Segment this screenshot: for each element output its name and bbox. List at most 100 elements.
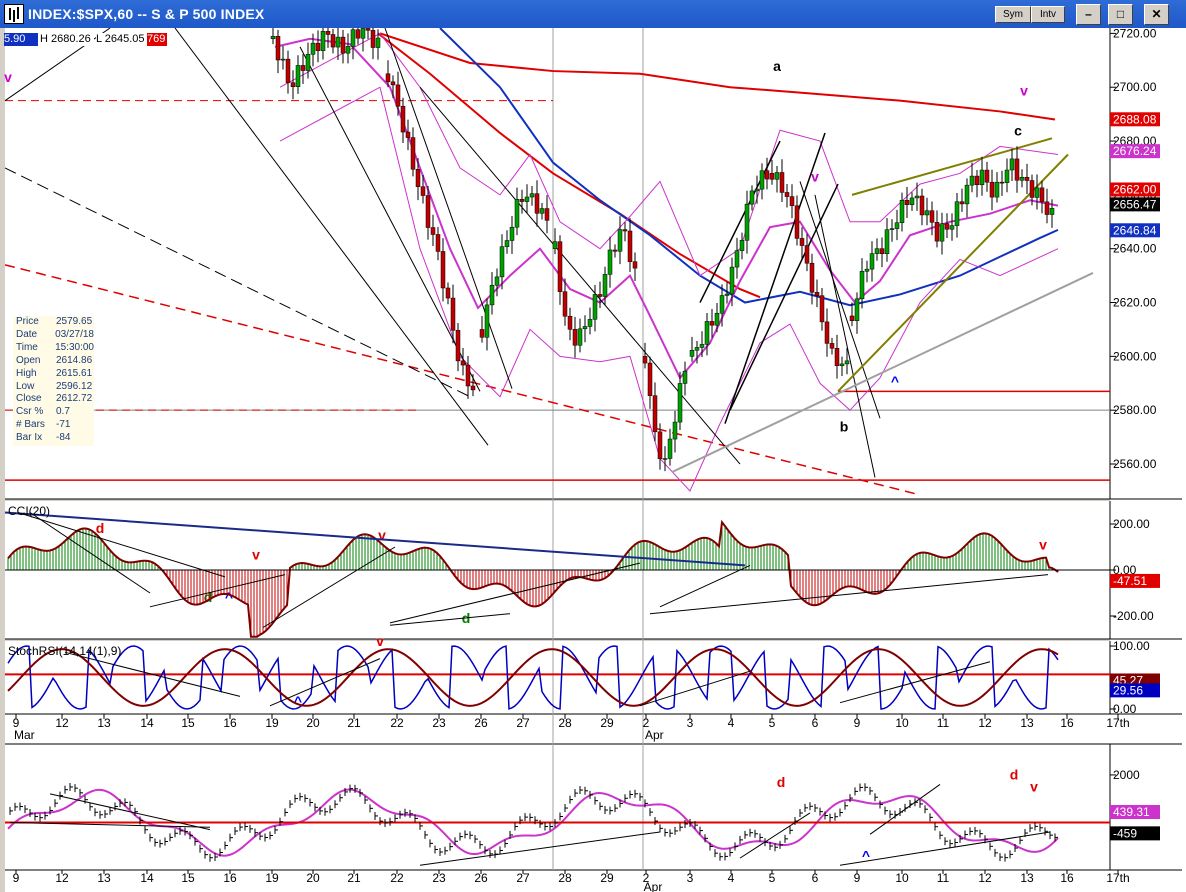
symbol-button[interactable]: Sym [995,6,1031,23]
candle-body [1034,187,1040,198]
candle-body [704,321,710,345]
panel-background [5,744,1110,870]
data-value: 15:30:00 [55,341,94,353]
data-label: Csr % [16,406,44,418]
stochrsi-trendline [639,670,751,707]
candle-body [415,169,421,187]
candle-body [729,266,735,295]
candle-body [914,195,920,199]
x-tick-label-bottom: 5 [769,871,776,885]
value-tag-label: 2676.24 [1113,144,1157,158]
x-tick-label-bottom: 12 [55,871,69,885]
cci-trendline [17,512,226,578]
candle-body [430,227,436,235]
x-tick-label: 19 [265,716,279,730]
restore-button[interactable]: □ [1108,4,1133,25]
candle-body [622,229,628,232]
candle-body [764,170,770,180]
candle-body [455,330,461,362]
candle-body [647,362,653,396]
candle-body [814,292,820,296]
data-value: 2596.12 [56,380,93,392]
candle-body [969,175,975,186]
candle-body [754,188,760,192]
indicator-trendline [839,831,1051,866]
x-tick-label-bottom: 16 [223,871,237,885]
candle-body [310,42,316,55]
candle-body [315,42,321,51]
stochrsi-slow-line [7,648,1059,707]
value-tag [1110,826,1160,841]
value-tag [1110,683,1160,698]
data-label: Close [16,393,42,405]
candle-body [1049,208,1055,215]
close-button[interactable]: ✕ [1144,4,1169,25]
title-bar[interactable]: INDEX:$SPX,60 -- S & P 500 INDEX Sym Int… [0,0,1186,28]
candle-body [305,54,311,71]
indicator-trendline [869,784,941,835]
candle-body [460,360,466,366]
value-tag-label: 2646.84 [1113,223,1157,237]
chart-canvas[interactable]: 2720.002700.002680.002660.002640.002620.… [0,28,1186,892]
wave-annotation: v [1030,779,1038,795]
wave-annotation: d [204,589,213,605]
long-uptrend-line [671,272,1094,473]
cci-trendline [659,564,751,608]
wave-annotation: d [96,520,105,536]
candle-body [270,35,276,40]
x-tick-label: 28 [558,716,572,730]
data-value: -71 [56,419,71,431]
candle-body [919,195,925,216]
candle-body [844,360,850,365]
cci-trendline [149,574,286,608]
date-axis-bottom [5,870,1182,892]
x-tick-label-bottom: 26 [474,871,488,885]
ohlc-low: L 2645.05 [96,33,146,46]
candle-body [809,262,815,293]
candle-body [489,285,495,306]
y-tick-label: 2580.00 [1113,403,1157,417]
x-tick-label: 22 [390,716,404,730]
wave-annotation: a [773,58,781,74]
candle-body [989,181,995,198]
candle-body [1044,201,1050,215]
panel-background [5,641,1110,714]
trendline-dashed-black [4,167,471,398]
x-tick-label: 12 [55,716,69,730]
value-tag [1110,573,1160,588]
candle-body [557,241,563,292]
candle-body [934,222,940,242]
value-tag-label: -459 [1113,826,1137,840]
minimize-button[interactable]: – [1076,4,1101,25]
candle-body [290,82,296,88]
candle-body [612,249,618,252]
wave-annotation: c [1014,123,1022,139]
candle-body [689,350,695,357]
x-tick-label: 16 [1060,716,1074,730]
date-axis-top [5,714,1182,744]
candle-body [677,383,683,423]
candle-body [694,347,700,351]
candle-body [1024,176,1030,181]
data-label: Price [16,316,39,327]
x-tick-label-bottom: 19 [265,871,279,885]
wave-annotation: ^ [862,847,870,863]
candle-body [1019,176,1025,181]
candle-body [395,84,401,107]
candle-body [1029,180,1035,198]
x-month-label: Apr [645,728,664,742]
candle-body [597,294,603,297]
stochrsi-trendline [64,651,241,697]
interval-button[interactable]: Intv [1031,6,1065,23]
y-tick-label: 0.00 [1113,702,1137,716]
value-tag [1110,223,1160,238]
moving-average-200 [379,32,1056,121]
data-label: Bar Ix [16,432,43,444]
candle-body [499,246,505,278]
y-tick-label: 100.00 [1113,639,1150,653]
data-label: Date [16,328,38,340]
candle-body [544,208,550,221]
x-tick-label-bottom: 29 [600,871,614,885]
candle-body [709,321,715,326]
wave-annotation: v [252,547,260,563]
